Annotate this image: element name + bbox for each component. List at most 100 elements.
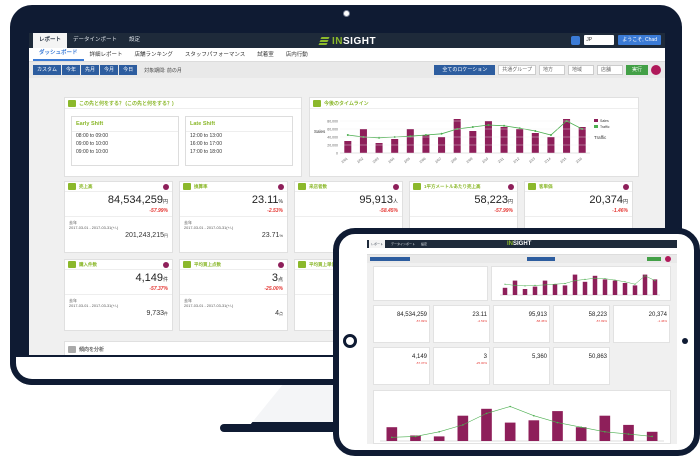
- language-select[interactable]: JP: [584, 35, 615, 45]
- period-this-year-button[interactable]: 今年: [62, 65, 81, 75]
- bar: [433, 436, 445, 441]
- kpi-prev-label: 去年: [184, 220, 192, 225]
- group-select[interactable]: 共通グループ: [498, 65, 536, 75]
- top-right-controls: JP ようこそ, Chad: [571, 35, 661, 45]
- kpi-info-icon[interactable]: [163, 184, 169, 190]
- kpi-range: 2017-03-01 - 2017-03-31(+/-): [69, 226, 119, 230]
- tab-dashboard[interactable]: ダッシュボード: [33, 48, 84, 61]
- tablet-period-buttons[interactable]: [370, 257, 410, 261]
- download-icon[interactable]: [651, 65, 661, 75]
- line-point: [514, 284, 516, 286]
- bar: [612, 280, 618, 295]
- bar: [522, 289, 528, 295]
- timeline-icon: [313, 99, 321, 107]
- period-last-month-button[interactable]: 先月: [81, 65, 100, 75]
- tablet-kpi-card: 95,913 -58.45%: [493, 305, 550, 343]
- line-point: [378, 136, 381, 139]
- kpi-icon: [68, 261, 76, 268]
- kpi-icon: [183, 183, 191, 190]
- tablet-top-bar: レポート データインポート 設定 INSIGHT: [367, 240, 677, 248]
- chat-icon[interactable]: [571, 35, 581, 45]
- line-point: [534, 284, 536, 286]
- bar: [592, 275, 598, 295]
- x-tick-label: 2/03: [372, 157, 380, 164]
- kpi-info-icon[interactable]: [278, 184, 284, 190]
- tablet-kpi-card: 50,863: [553, 347, 610, 385]
- filter-bar: カスタム 今年 先月 今月 今日 対象期間: 前の月 全てのロケーション 共通グ…: [29, 62, 665, 78]
- kpi-title: 平均買上点数: [194, 261, 221, 267]
- x-tick-label: 2/12: [513, 157, 521, 164]
- early-slot-2: 09:00 to 10:00: [76, 141, 108, 147]
- top-tab-report[interactable]: レポート: [33, 33, 68, 48]
- legend-swatch-sales: [594, 119, 598, 122]
- period-this-month-button[interactable]: 今月: [100, 65, 119, 75]
- kpi-change: -57.37%: [149, 286, 168, 292]
- tablet-timeline-panel: [491, 266, 671, 301]
- x-tick-label: 2/10: [481, 157, 489, 164]
- kpi-icon: [68, 183, 76, 190]
- line-series: [391, 406, 653, 438]
- trend-title: 傾向を分析: [79, 346, 105, 353]
- tablet-download-icon[interactable]: [665, 256, 671, 262]
- early-slot-3: 09:00 to 10:00: [76, 149, 108, 155]
- top-tab-settings[interactable]: 設定: [129, 37, 141, 43]
- line-series: [347, 120, 583, 139]
- kpi-info-icon[interactable]: [163, 262, 169, 268]
- tablet-sub-nav: [367, 248, 677, 255]
- tablet-kpi-card: 84,534,259 -57.99%: [373, 305, 430, 343]
- timeline-title: 今後のタイムライン: [324, 100, 369, 107]
- area-select[interactable]: 地域: [567, 65, 594, 75]
- tablet-tab-report[interactable]: レポート: [369, 240, 386, 248]
- region-select[interactable]: 地方: [538, 65, 565, 75]
- tablet-kpi-change: -58.45%: [535, 319, 547, 323]
- line-point: [485, 412, 488, 415]
- tablet-kpi-value: 95,913: [528, 312, 547, 318]
- tab-store-ranking[interactable]: 店舗ランキング: [134, 52, 173, 58]
- bar: [552, 284, 558, 295]
- kpi-title: 1平方メートルあたり売上高: [424, 183, 481, 189]
- legend-swatch-traffic: [594, 125, 598, 128]
- line-point: [409, 135, 412, 138]
- line-point: [654, 280, 656, 282]
- tab-detail-report[interactable]: 詳細レポート: [89, 52, 123, 58]
- top-tab-data-import[interactable]: データインポート: [73, 37, 118, 43]
- x-tick-label: 2/07: [434, 157, 442, 164]
- y-tick-label: 0: [336, 152, 338, 156]
- all-locations-button[interactable]: 全てのロケーション: [434, 65, 496, 75]
- bar: [642, 274, 648, 295]
- tablet-kpi-card: 4,149 -57.37%: [373, 347, 430, 385]
- period-custom-button[interactable]: カスタム: [33, 65, 62, 75]
- late-slot-2: 16:00 to 17:00: [190, 141, 222, 147]
- tablet-tab-settings[interactable]: 設定: [421, 242, 428, 246]
- tab-fitting-room[interactable]: 試着室: [257, 52, 274, 58]
- period-today-button[interactable]: 今日: [119, 65, 138, 75]
- bar: [502, 287, 508, 295]
- tablet-timeline-chart: [500, 274, 660, 296]
- bar: [410, 435, 421, 441]
- tablet-kpi-value: 84,534,259: [396, 312, 427, 318]
- user-menu[interactable]: ようこそ, Chad: [618, 35, 661, 45]
- y-tick-label: 60,000: [327, 128, 338, 132]
- kpi-info-icon[interactable]: [623, 184, 629, 190]
- kpi-info-icon[interactable]: [508, 184, 514, 190]
- line-point: [614, 279, 616, 281]
- monitor-screen: レポート データインポート 設定 INSIGHT JP ようこそ, Chad: [29, 33, 665, 355]
- tab-staff-performance[interactable]: スタッフパフォーマンス: [184, 52, 246, 58]
- early-shift-title: Early Shift: [72, 117, 178, 132]
- bar: [575, 427, 587, 441]
- tablet-trend-chart: [380, 405, 664, 442]
- tablet-run-button[interactable]: [647, 257, 661, 261]
- bar: [532, 286, 538, 295]
- kpi-prev-label: 去年: [184, 298, 192, 303]
- tablet-tab-data-import[interactable]: データインポート: [391, 242, 416, 246]
- run-button[interactable]: 実行: [625, 65, 648, 75]
- kpi-info-icon[interactable]: [278, 262, 284, 268]
- tablet-store-button[interactable]: [527, 257, 555, 261]
- late-shift-card: Late Shift 12:00 to 13:00 16:00 to 17:00…: [185, 116, 293, 166]
- kpi-info-icon[interactable]: [393, 184, 399, 190]
- bar: [469, 131, 477, 153]
- legend-label-traffic: Traffic: [600, 125, 610, 129]
- kpi-icon: [298, 183, 306, 190]
- store-select[interactable]: 店舗: [596, 65, 623, 75]
- tab-in-store-behavior[interactable]: 店内行動: [285, 52, 308, 58]
